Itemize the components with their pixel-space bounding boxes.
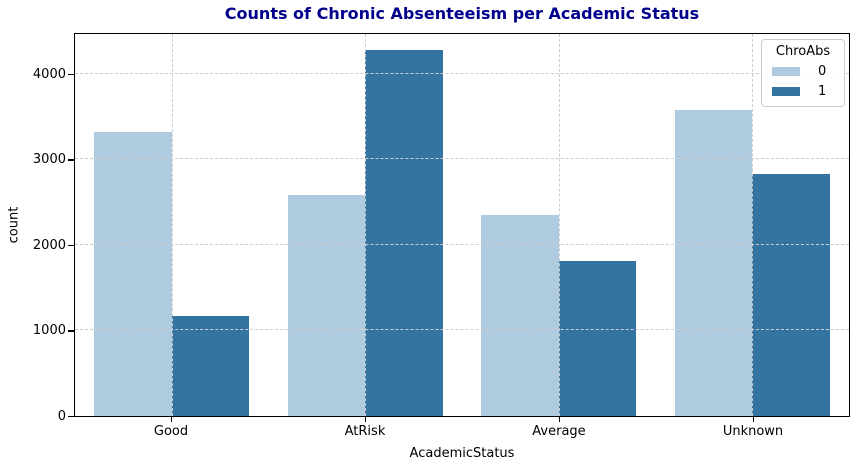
x-axis-label: AcademicStatus	[409, 446, 515, 461]
chart-title: Counts of Chronic Absenteeism per Academ…	[224, 4, 700, 23]
plot-area: ChroAbs 0 1	[74, 33, 850, 417]
xtick-mark-average	[558, 417, 560, 422]
ytick-label-0: 0	[57, 409, 66, 424]
bar-good-0	[94, 131, 172, 416]
legend-swatch-1	[772, 87, 800, 96]
y-axis-label: count	[6, 206, 22, 244]
ytick-label-3000: 3000	[32, 152, 66, 168]
xtick-label-good: Good	[153, 424, 189, 439]
ytick-mark-1000	[68, 330, 74, 332]
ytick-label-1000: 1000	[32, 323, 66, 339]
legend-swatch-0	[772, 67, 800, 76]
legend-label-1: 1	[818, 84, 827, 99]
ytick-mark-3000	[68, 159, 74, 161]
ytick-mark-2000	[68, 244, 74, 247]
bar-average-1	[558, 261, 637, 416]
legend-entry-0: 0	[772, 64, 834, 79]
bar-average-0	[481, 215, 559, 416]
xtick-label-average: Average	[532, 424, 586, 439]
ytick-mark-0	[68, 416, 74, 418]
ytick-label-2000: 2000	[32, 237, 66, 253]
bars-layer	[75, 34, 849, 416]
legend-label-0: 0	[818, 64, 827, 79]
xtick-mark-good	[170, 417, 172, 422]
xtick-label-atrisk: AtRisk	[344, 424, 386, 439]
xtick-label-unknown: Unknown	[722, 424, 784, 439]
xtick-mark-atrisk	[364, 417, 366, 422]
legend-title: ChroAbs	[775, 44, 831, 59]
legend-entry-1: 1	[772, 84, 834, 99]
ytick-mark-4000	[68, 73, 74, 76]
legend: ChroAbs 0 1	[761, 39, 845, 107]
xtick-mark-unknown	[752, 417, 754, 422]
bar-atrisk-0	[287, 194, 366, 416]
ytick-label-4000: 4000	[32, 66, 66, 82]
bar-atrisk-1	[365, 50, 443, 416]
bar-good-1	[171, 316, 250, 416]
bar-unknown-0	[674, 109, 753, 416]
bar-unknown-1	[752, 173, 830, 416]
